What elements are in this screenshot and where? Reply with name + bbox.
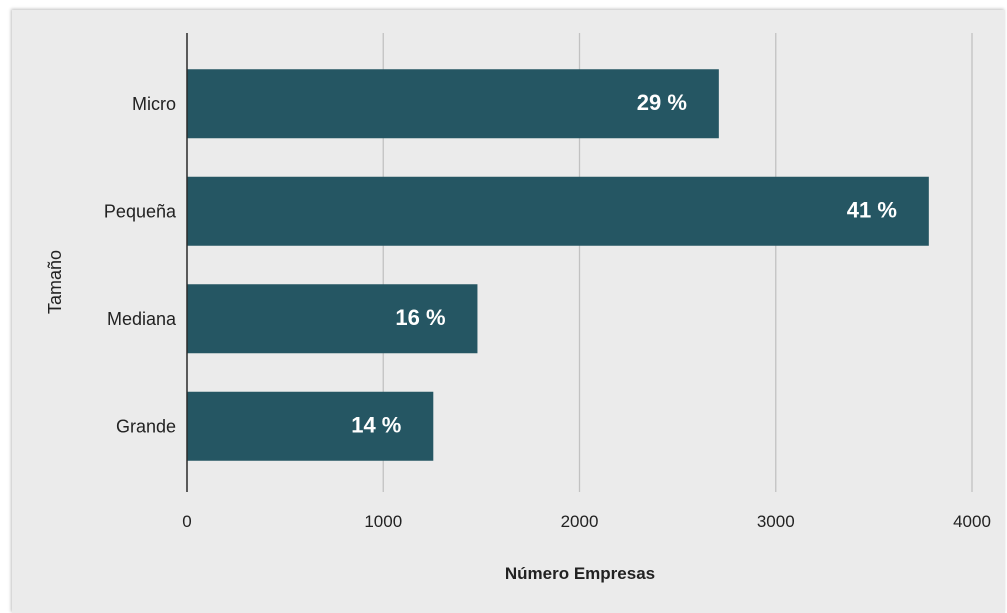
x-tick-label: 3000 — [757, 512, 795, 531]
x-tick-label: 4000 — [953, 512, 991, 531]
bar-0 — [187, 69, 719, 139]
x-tick-label: 0 — [182, 512, 191, 531]
bar-3 — [187, 391, 434, 461]
bar-2 — [187, 284, 478, 354]
data-label: 14 % — [351, 412, 401, 437]
category-label: Mediana — [107, 309, 177, 329]
data-labels: 29 % 41 % 16 % 14 % — [351, 90, 897, 438]
category-label: Micro — [132, 94, 176, 114]
y-axis-title: Tamaño — [45, 250, 65, 314]
category-label: Grande — [116, 416, 176, 436]
bar-1 — [187, 176, 929, 246]
data-label: 29 % — [637, 90, 687, 115]
bars — [187, 69, 929, 461]
x-tick-label: 1000 — [364, 512, 402, 531]
x-axis-title: Número Empresas — [505, 564, 655, 583]
data-label: 16 % — [395, 305, 445, 330]
data-label: 41 % — [847, 197, 897, 222]
x-tick-label: 2000 — [561, 512, 599, 531]
category-label: Pequeña — [104, 201, 177, 221]
x-tick-labels: 0 1000 2000 3000 4000 — [182, 512, 991, 531]
category-labels: Micro Pequeña Mediana Grande — [104, 94, 177, 437]
